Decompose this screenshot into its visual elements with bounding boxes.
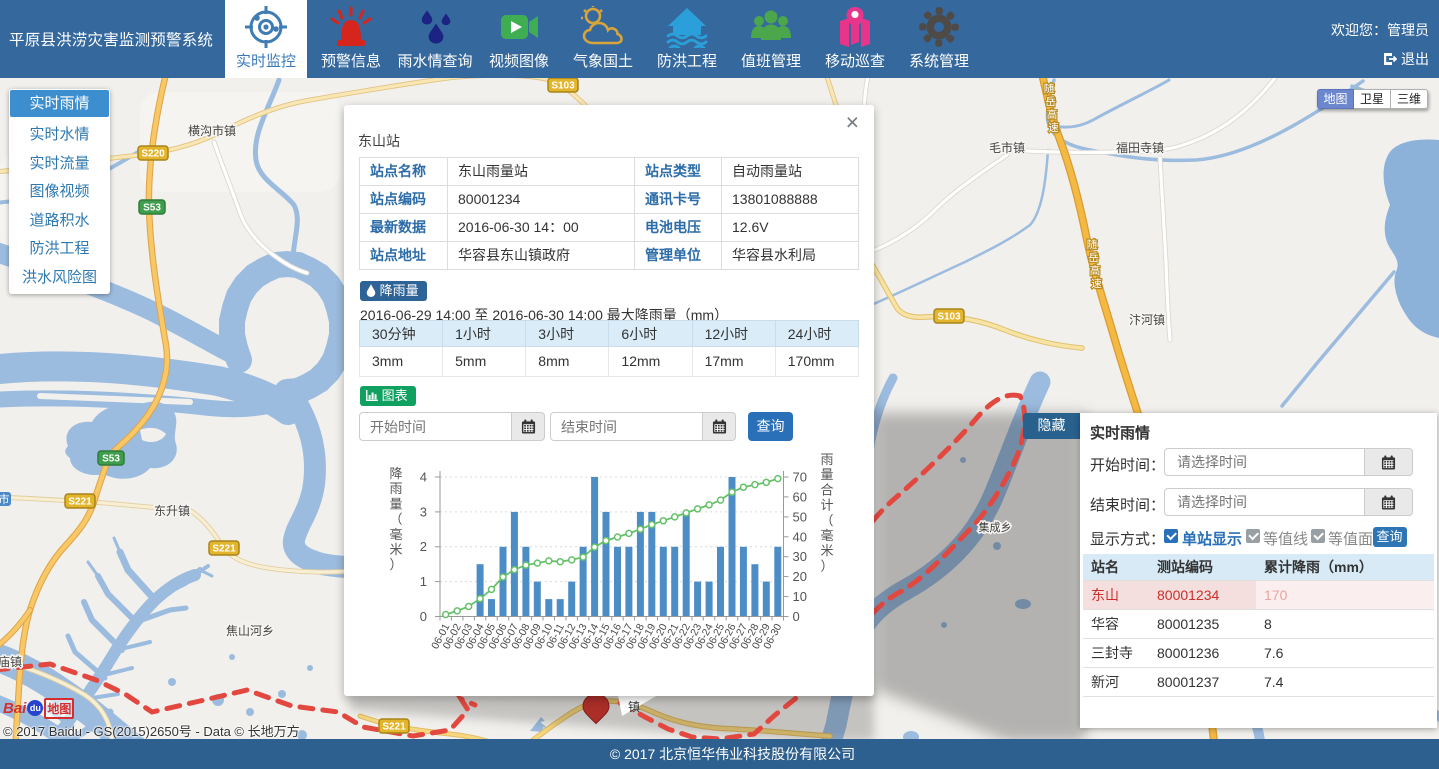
svg-text:3: 3 xyxy=(420,504,427,519)
svg-text:汴河镇: 汴河镇 xyxy=(1129,312,1165,327)
svg-text:1: 1 xyxy=(420,574,427,589)
svg-text:横沟市镇: 横沟市镇 xyxy=(188,123,236,138)
svg-text:S221: S221 xyxy=(382,722,406,733)
svg-text:庙镇: 庙镇 xyxy=(0,655,22,669)
svg-text:随岳高速: 随岳高速 xyxy=(1044,82,1060,134)
svg-text:0: 0 xyxy=(793,609,800,624)
svg-text:集成乡: 集成乡 xyxy=(979,520,1012,534)
svg-text:40: 40 xyxy=(793,529,807,544)
svg-text:4: 4 xyxy=(420,470,427,485)
svg-text:2: 2 xyxy=(420,539,427,554)
svg-text:S103: S103 xyxy=(551,81,575,92)
svg-text:福田寺镇: 福田寺镇 xyxy=(1116,140,1164,155)
svg-text:50: 50 xyxy=(793,509,807,524)
svg-text:S220: S220 xyxy=(141,149,165,160)
svg-text:焦山河乡: 焦山河乡 xyxy=(226,624,274,638)
svg-text:镇: 镇 xyxy=(628,700,640,714)
svg-text:雨量合计（毫米）: 雨量合计（毫米） xyxy=(820,452,833,573)
svg-text:10: 10 xyxy=(793,589,807,604)
svg-text:市: 市 xyxy=(0,492,10,506)
svg-text:S53: S53 xyxy=(102,454,120,465)
svg-text:60: 60 xyxy=(793,489,807,504)
svg-text:S53: S53 xyxy=(143,203,161,214)
svg-text:20: 20 xyxy=(793,569,807,584)
svg-text:30: 30 xyxy=(793,549,807,564)
svg-text:降雨量（毫米）: 降雨量（毫米） xyxy=(389,466,402,572)
svg-text:0: 0 xyxy=(420,609,427,624)
svg-text:S221: S221 xyxy=(212,544,236,555)
svg-text:S221: S221 xyxy=(68,497,92,508)
svg-text:东升镇: 东升镇 xyxy=(154,504,190,518)
svg-text:S103: S103 xyxy=(937,312,961,323)
svg-text:70: 70 xyxy=(793,470,807,485)
svg-text:随岳高速: 随岳高速 xyxy=(1087,238,1103,290)
svg-text:毛市镇: 毛市镇 xyxy=(989,140,1025,155)
